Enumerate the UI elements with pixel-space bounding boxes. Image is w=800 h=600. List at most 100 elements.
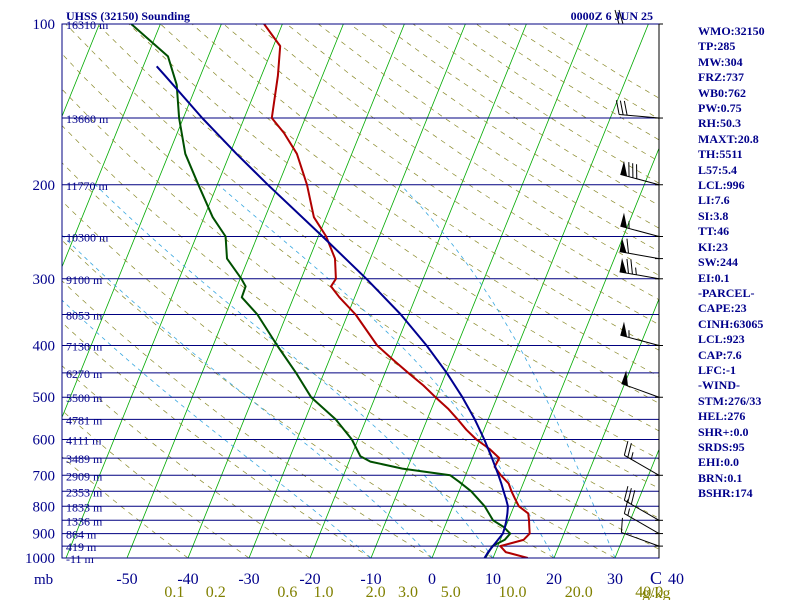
isotherm-line [492, 147, 659, 558]
pressure-tick-label: 100 [33, 17, 56, 33]
temperature-tick-label: 10 [485, 571, 501, 588]
temperature-tick-label: 0 [428, 571, 436, 588]
isotherm-line [126, 24, 344, 558]
mixing-ratio-label: 10.0 [499, 584, 527, 600]
stability-index-item: TH:5511 [698, 147, 743, 162]
stability-index-item: STM:276/33 [698, 393, 762, 408]
wind-barb [620, 160, 660, 186]
sounding-series [130, 24, 531, 558]
stability-index-item: EI:0.1 [698, 270, 730, 285]
stability-index-item: -WIND- [698, 378, 740, 393]
mixing-ratio-label: 0.6 [277, 584, 297, 600]
dry-adiabat-line [97, 24, 659, 432]
temperature-tick-label: -40 [177, 571, 198, 588]
stability-index-item: HEL:276 [698, 409, 746, 424]
wind-barb [621, 370, 660, 398]
pressure-tick-label: 400 [33, 339, 56, 355]
wind-barb [620, 212, 660, 237]
height-label: 2353 m [66, 485, 103, 499]
stability-index-item: BRN:0.1 [698, 470, 743, 485]
moist-adiabat-line [95, 184, 494, 558]
mixing-ratio-label: 3.0 [398, 584, 418, 600]
height-label: -11 m [66, 552, 95, 566]
pressure-unit-label: mb [34, 572, 53, 588]
temperature-tick-label: -30 [238, 571, 259, 588]
stability-index-item: SRDS:95 [698, 439, 745, 454]
stability-index-item: EHI:0.0 [698, 455, 740, 470]
isobar-lines [62, 23, 659, 559]
mixing-ratio-label: 0.2 [206, 584, 226, 600]
stability-index-item: L57:5.4 [698, 162, 737, 177]
height-label: 864 m [66, 528, 97, 542]
mixing-ratio-label: 2.0 [366, 584, 386, 600]
pressure-tick-label: 800 [33, 499, 56, 515]
isotherm-line [614, 448, 659, 558]
temperature-profile [263, 24, 531, 558]
wind-barb [623, 441, 660, 476]
stability-index-item: SI:3.8 [698, 208, 729, 223]
temperature-tick-label: 20 [546, 571, 562, 588]
isotherm-line [65, 24, 283, 558]
dry-adiabat-line [62, 88, 659, 519]
mixing-ratio-label: 0.1 [164, 584, 184, 600]
stability-index-item: TT:46 [698, 224, 730, 239]
height-label: 3489 m [66, 452, 103, 466]
wind-barb [615, 100, 660, 119]
stability-index-item: KI:23 [698, 239, 728, 254]
stability-index-item: RH:50.3 [698, 116, 741, 131]
mixing-ratio-unit-label: g/kg [642, 585, 670, 600]
isotherm-line [248, 24, 466, 558]
height-label: 4111 m [66, 434, 102, 448]
isotherm-line [553, 297, 659, 558]
height-label: 7130 m [66, 340, 103, 354]
stability-index-item: LCL:996 [698, 178, 745, 193]
temperature-tick-label: -20 [299, 571, 320, 588]
height-label: 6270 m [66, 367, 103, 381]
temperature-tick-label: 30 [607, 571, 623, 588]
isotherm-line [309, 24, 527, 558]
stability-index-item: TP:285 [698, 39, 736, 54]
stability-index-item: FRZ:737 [698, 70, 744, 85]
stability-index-item: SHR+:0.0 [698, 424, 749, 439]
stability-index-panel: WMO:32150 TP:285 MW:304 FRZ:737 WB0:762 PW:0.… [698, 24, 798, 502]
height-label: 11770 m [66, 179, 109, 193]
temperature-tick-label: -10 [360, 571, 381, 588]
stability-index-item: LCL:923 [698, 332, 745, 347]
dry-adiabat-line [62, 322, 372, 558]
pressure-tick-label: 300 [33, 272, 56, 288]
mixing-ratio-label: 20.0 [565, 584, 593, 600]
stability-index-item: CINH:63065 [698, 316, 764, 331]
stability-index-item: LI:7.6 [698, 193, 730, 208]
height-label: 1336 m [66, 514, 103, 528]
wind-barb [620, 517, 660, 547]
stability-index-item: CAPE:23 [698, 301, 747, 316]
temperature-unit-label: C [650, 568, 662, 588]
moist-adiabat-line [218, 184, 555, 558]
mixing-ratio-label: 5.0 [441, 584, 461, 600]
height-label: 2909 m [66, 469, 103, 483]
dewpoint-profile [130, 24, 512, 558]
moist-adiabat-line [62, 299, 372, 558]
height-label: 8053 m [66, 309, 103, 323]
height-label: 9100 m [66, 273, 103, 287]
pressure-tick-label: 500 [33, 390, 56, 406]
isotherm-line [62, 24, 100, 118]
isotherm-line [62, 24, 222, 419]
dry-adiabat-line [62, 53, 659, 489]
parcel-path [155, 65, 509, 558]
isotherm-line [187, 24, 405, 558]
pressure-tick-label: 600 [33, 433, 56, 449]
wind-barb [620, 321, 660, 346]
wind-barb [623, 486, 660, 521]
isotherm-line [370, 24, 588, 558]
height-label: 13660 m [66, 112, 109, 126]
pressure-tick-label: 200 [33, 178, 56, 194]
pressure-tick-label: 700 [33, 468, 56, 484]
wind-barb [623, 499, 660, 534]
stability-index-item: SW:244 [698, 255, 739, 270]
stability-index-item: CAP:7.6 [698, 347, 742, 362]
height-label: 4781 m [66, 413, 103, 427]
